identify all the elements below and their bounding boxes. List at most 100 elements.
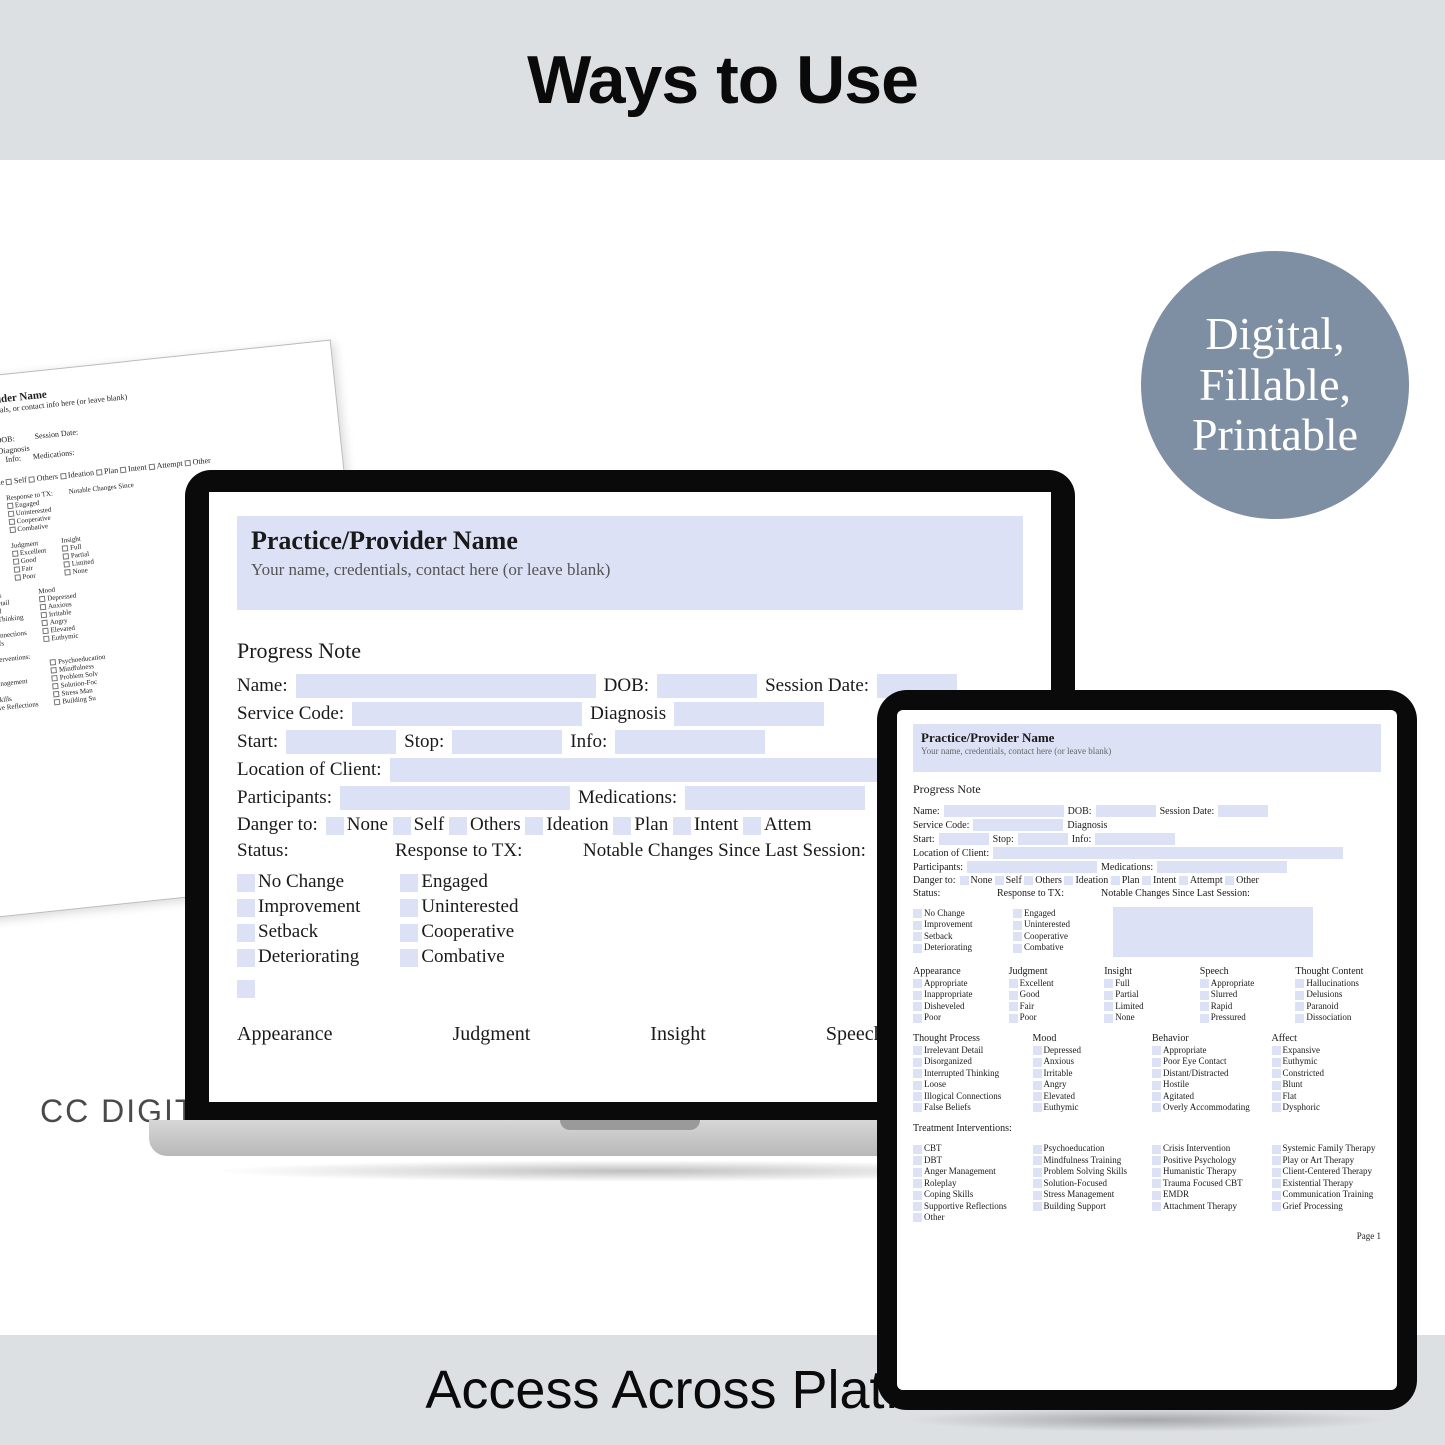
checkbox[interactable] bbox=[913, 1058, 922, 1067]
fld-service-code[interactable] bbox=[352, 702, 582, 726]
t-fld-name[interactable] bbox=[944, 805, 1064, 817]
checkbox[interactable] bbox=[1009, 1002, 1018, 1011]
checkbox[interactable] bbox=[1272, 1202, 1281, 1211]
t-fld-dob[interactable] bbox=[1096, 805, 1156, 817]
checkbox[interactable] bbox=[449, 817, 467, 835]
checkbox[interactable] bbox=[1009, 979, 1018, 988]
checkbox[interactable] bbox=[1013, 944, 1022, 953]
checkbox[interactable] bbox=[326, 817, 344, 835]
checkbox[interactable] bbox=[913, 932, 922, 941]
fld-location[interactable] bbox=[390, 758, 940, 782]
checkbox[interactable] bbox=[913, 979, 922, 988]
checkbox[interactable] bbox=[1152, 1156, 1161, 1165]
checkbox[interactable] bbox=[1009, 991, 1018, 1000]
checkbox[interactable] bbox=[913, 1179, 922, 1188]
checkbox[interactable] bbox=[1033, 1081, 1042, 1090]
checkbox[interactable] bbox=[1033, 1202, 1042, 1211]
checkbox[interactable] bbox=[673, 817, 691, 835]
fld-info[interactable] bbox=[615, 730, 765, 754]
checkbox[interactable] bbox=[1064, 876, 1073, 885]
checkbox[interactable] bbox=[1295, 1014, 1304, 1023]
checkbox[interactable] bbox=[1295, 979, 1304, 988]
checkbox[interactable] bbox=[1272, 1103, 1281, 1112]
checkbox[interactable] bbox=[913, 991, 922, 1000]
checkbox[interactable] bbox=[1152, 1092, 1161, 1101]
checkbox[interactable] bbox=[400, 899, 418, 917]
t-fld-participants[interactable] bbox=[967, 861, 1097, 873]
checkbox[interactable] bbox=[1272, 1168, 1281, 1177]
t-fld-session-date[interactable] bbox=[1218, 805, 1268, 817]
checkbox[interactable] bbox=[1152, 1202, 1161, 1211]
checkbox[interactable] bbox=[1104, 1002, 1113, 1011]
t-fld-service[interactable] bbox=[973, 819, 1063, 831]
checkbox[interactable] bbox=[913, 909, 922, 918]
checkbox[interactable] bbox=[237, 899, 255, 917]
checkbox[interactable] bbox=[1200, 991, 1209, 1000]
checkbox[interactable] bbox=[1200, 1002, 1209, 1011]
fld-diagnosis[interactable] bbox=[674, 702, 824, 726]
checkbox[interactable] bbox=[913, 1145, 922, 1154]
checkbox[interactable] bbox=[913, 1046, 922, 1055]
checkbox[interactable] bbox=[1033, 1168, 1042, 1177]
checkbox[interactable] bbox=[1104, 991, 1113, 1000]
checkbox[interactable] bbox=[995, 876, 1004, 885]
fld-name[interactable] bbox=[296, 674, 596, 698]
checkbox[interactable] bbox=[1142, 876, 1151, 885]
checkbox[interactable] bbox=[1104, 979, 1113, 988]
checkbox[interactable] bbox=[1152, 1046, 1161, 1055]
checkbox[interactable] bbox=[913, 1191, 922, 1200]
checkbox[interactable] bbox=[1272, 1191, 1281, 1200]
checkbox[interactable] bbox=[1033, 1058, 1042, 1067]
checkbox[interactable] bbox=[400, 924, 418, 942]
checkbox[interactable] bbox=[613, 817, 631, 835]
extra-checkbox[interactable] bbox=[237, 980, 255, 998]
checkbox[interactable] bbox=[237, 924, 255, 942]
t-fld-medications[interactable] bbox=[1157, 861, 1287, 873]
checkbox[interactable] bbox=[400, 949, 418, 967]
checkbox[interactable] bbox=[1111, 876, 1120, 885]
checkbox[interactable] bbox=[1013, 921, 1022, 930]
t-fld-notable[interactable] bbox=[1113, 907, 1313, 957]
checkbox[interactable] bbox=[1272, 1145, 1281, 1154]
checkbox[interactable] bbox=[1272, 1081, 1281, 1090]
checkbox[interactable] bbox=[1152, 1168, 1161, 1177]
checkbox[interactable] bbox=[1152, 1081, 1161, 1090]
checkbox[interactable] bbox=[400, 874, 418, 892]
checkbox[interactable] bbox=[913, 1092, 922, 1101]
checkbox[interactable] bbox=[1033, 1103, 1042, 1112]
checkbox[interactable] bbox=[1152, 1191, 1161, 1200]
checkbox[interactable] bbox=[393, 817, 411, 835]
checkbox[interactable] bbox=[525, 817, 543, 835]
checkbox[interactable] bbox=[1225, 876, 1234, 885]
checkbox[interactable] bbox=[237, 949, 255, 967]
checkbox[interactable] bbox=[1152, 1069, 1161, 1078]
checkbox[interactable] bbox=[913, 1213, 922, 1222]
t-fld-info[interactable] bbox=[1095, 833, 1175, 845]
checkbox[interactable] bbox=[1152, 1058, 1161, 1067]
checkbox[interactable] bbox=[1104, 1014, 1113, 1023]
checkbox[interactable] bbox=[913, 1202, 922, 1211]
checkbox[interactable] bbox=[913, 1168, 922, 1177]
checkbox[interactable] bbox=[1295, 991, 1304, 1000]
checkbox[interactable] bbox=[1033, 1145, 1042, 1154]
checkbox[interactable] bbox=[237, 874, 255, 892]
checkbox[interactable] bbox=[1033, 1092, 1042, 1101]
checkbox[interactable] bbox=[960, 876, 969, 885]
checkbox[interactable] bbox=[1033, 1179, 1042, 1188]
checkbox[interactable] bbox=[1272, 1058, 1281, 1067]
fld-dob[interactable] bbox=[657, 674, 757, 698]
checkbox[interactable] bbox=[1200, 1014, 1209, 1023]
checkbox[interactable] bbox=[1272, 1092, 1281, 1101]
fld-participants[interactable] bbox=[340, 786, 570, 810]
checkbox[interactable] bbox=[913, 1103, 922, 1112]
checkbox[interactable] bbox=[743, 817, 761, 835]
checkbox[interactable] bbox=[1272, 1179, 1281, 1188]
t-fld-location[interactable] bbox=[993, 847, 1343, 859]
checkbox[interactable] bbox=[1295, 1002, 1304, 1011]
checkbox[interactable] bbox=[1024, 876, 1033, 885]
fld-medications[interactable] bbox=[685, 786, 865, 810]
t-fld-stop[interactable] bbox=[1018, 833, 1068, 845]
checkbox[interactable] bbox=[913, 1081, 922, 1090]
checkbox[interactable] bbox=[1033, 1191, 1042, 1200]
checkbox[interactable] bbox=[1179, 876, 1188, 885]
